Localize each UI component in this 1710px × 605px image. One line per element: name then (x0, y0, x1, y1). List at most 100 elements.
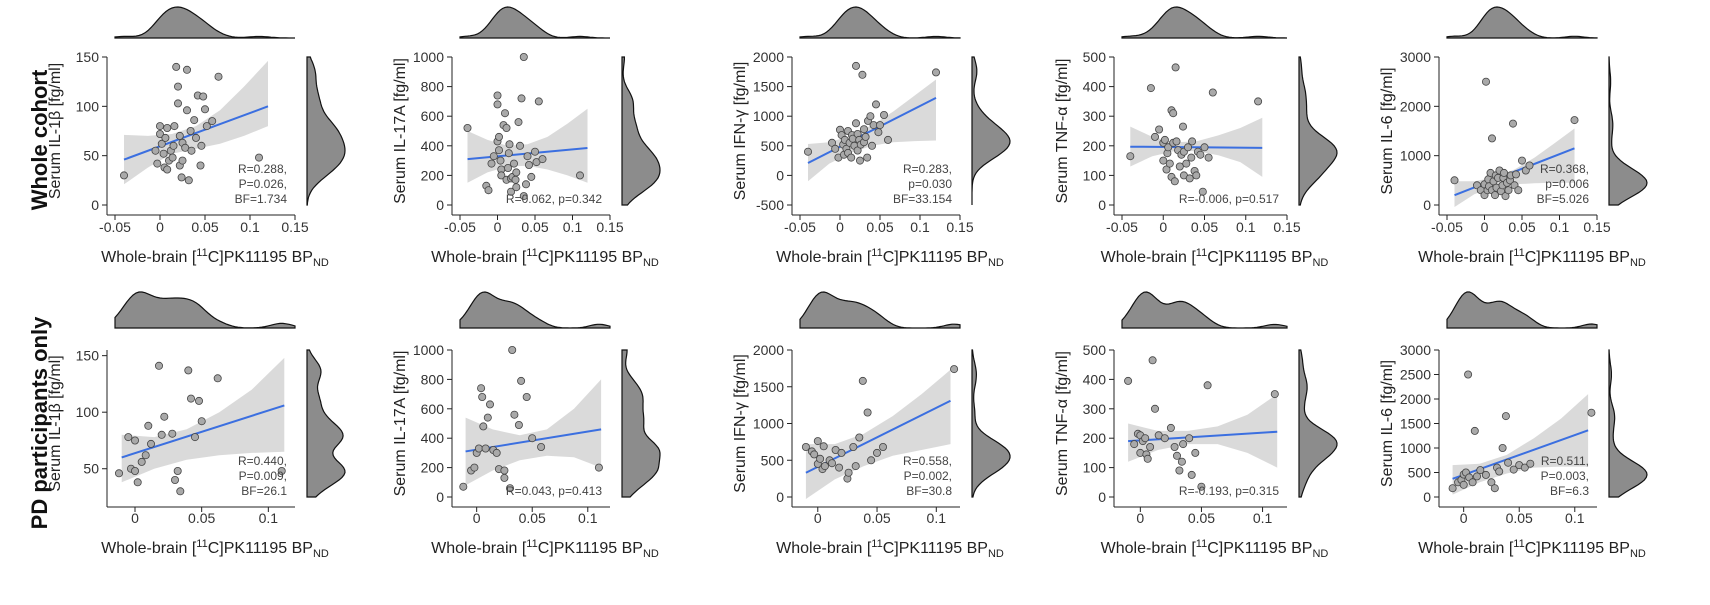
data-point (1518, 156, 1527, 165)
stats-annotation: R=0.440, (238, 454, 287, 468)
data-point (277, 466, 286, 475)
y-tick-label: 200 (421, 460, 445, 476)
data-point (1495, 467, 1504, 476)
data-point (522, 392, 531, 401)
x-axis-title: Whole-brain [11C]PK11195 BPND (1418, 247, 1646, 269)
y-axis-title: Serum IFN-γ [fg/ml] (732, 62, 749, 201)
data-point (182, 65, 191, 74)
data-point (474, 444, 483, 453)
y-tick-label: 300 (1083, 108, 1107, 124)
y-marginal-density (1298, 56, 1338, 206)
data-point (1187, 153, 1196, 162)
data-point (172, 62, 181, 71)
stats-annotation: BF=6.3 (1550, 484, 1589, 498)
stats-annotation: P=0.002, (904, 469, 952, 483)
data-point (208, 117, 217, 126)
data-point (837, 448, 846, 457)
data-point (1481, 470, 1490, 479)
x-tick-label: 0.05 (1188, 510, 1215, 526)
data-point (1509, 465, 1518, 474)
data-point (813, 437, 822, 446)
data-point (494, 132, 503, 141)
data-point (489, 152, 498, 161)
data-point (503, 163, 512, 172)
x-tick-label: 0.1 (910, 219, 930, 235)
data-point (1203, 381, 1212, 390)
row-label-whole-cohort: Whole cohort (27, 69, 52, 210)
x-tick-label: 0 (1481, 219, 1489, 235)
x-tick-label: 0.15 (281, 219, 308, 235)
y-tick-label: 100 (1083, 167, 1107, 183)
y-tick-label: 2000 (1400, 98, 1431, 114)
data-point (194, 396, 203, 405)
regression-line (121, 404, 285, 459)
data-point (523, 152, 532, 161)
confidence-band (1128, 394, 1278, 468)
data-point (1254, 97, 1263, 106)
data-point (880, 111, 889, 120)
data-point (199, 92, 208, 101)
y-tick-label: 600 (421, 401, 445, 417)
data-point (1208, 88, 1217, 97)
y-marginal-density (971, 56, 1011, 205)
data-point (1468, 478, 1477, 487)
data-point (496, 156, 505, 165)
y-tick-label: 1000 (753, 108, 784, 124)
y-tick-label: 2000 (1400, 391, 1431, 407)
data-point (202, 122, 211, 131)
y-tick-label: 500 (1408, 465, 1432, 481)
data-point (1170, 442, 1179, 451)
data-point (508, 345, 517, 354)
data-point (1587, 408, 1596, 417)
data-point (477, 384, 486, 393)
data-point (120, 171, 129, 180)
data-point (177, 173, 186, 182)
y-tick-label: 0 (1098, 489, 1106, 505)
data-point (851, 462, 860, 471)
stats-annotation: BF=5.026 (1537, 192, 1590, 206)
data-point (187, 146, 196, 155)
data-point (130, 436, 139, 445)
data-point (157, 139, 166, 148)
x-tick-label: 0.1 (927, 510, 947, 526)
stats-annotation: R=-0.006, p=0.517 (1179, 192, 1279, 206)
y-tick-label: 0 (436, 489, 444, 505)
data-point (170, 122, 179, 131)
data-point (1175, 162, 1184, 171)
data-point (509, 159, 518, 168)
data-point (184, 176, 193, 185)
data-point (1473, 472, 1482, 481)
data-point (493, 100, 502, 109)
x-marginal-density (459, 6, 610, 39)
x-tick-label: 0.1 (1550, 219, 1570, 235)
y-tick-label: 1000 (1400, 440, 1431, 456)
x-tick-label: 0 (131, 510, 139, 526)
stats-annotation: P=0.003, (1541, 469, 1589, 483)
data-point (1177, 457, 1186, 466)
data-point (1200, 143, 1209, 152)
stats-annotation: BF=1.734 (235, 192, 288, 206)
data-point (828, 459, 837, 468)
x-marginal-density (799, 6, 961, 39)
data-point (1184, 143, 1193, 152)
data-point (497, 171, 506, 180)
data-point (1151, 132, 1160, 141)
y-tick-label: 1500 (753, 79, 784, 95)
data-point (874, 128, 883, 137)
y-tick-label: 300 (1083, 401, 1107, 417)
data-point (537, 442, 546, 451)
x-marginal-density (114, 6, 295, 39)
data-point (1160, 135, 1169, 144)
stats-annotation: p=0.030 (908, 177, 952, 191)
y-axis-title: Serum TNF-α [fg/ml] (1054, 59, 1071, 204)
y-tick-label: 400 (421, 138, 445, 154)
y-axis-title: Serum IL-1β [fg/ml] (47, 355, 64, 491)
data-point (525, 160, 534, 169)
data-point (1164, 143, 1173, 152)
data-point (514, 118, 523, 127)
data-point (182, 106, 191, 115)
data-point (500, 109, 509, 118)
